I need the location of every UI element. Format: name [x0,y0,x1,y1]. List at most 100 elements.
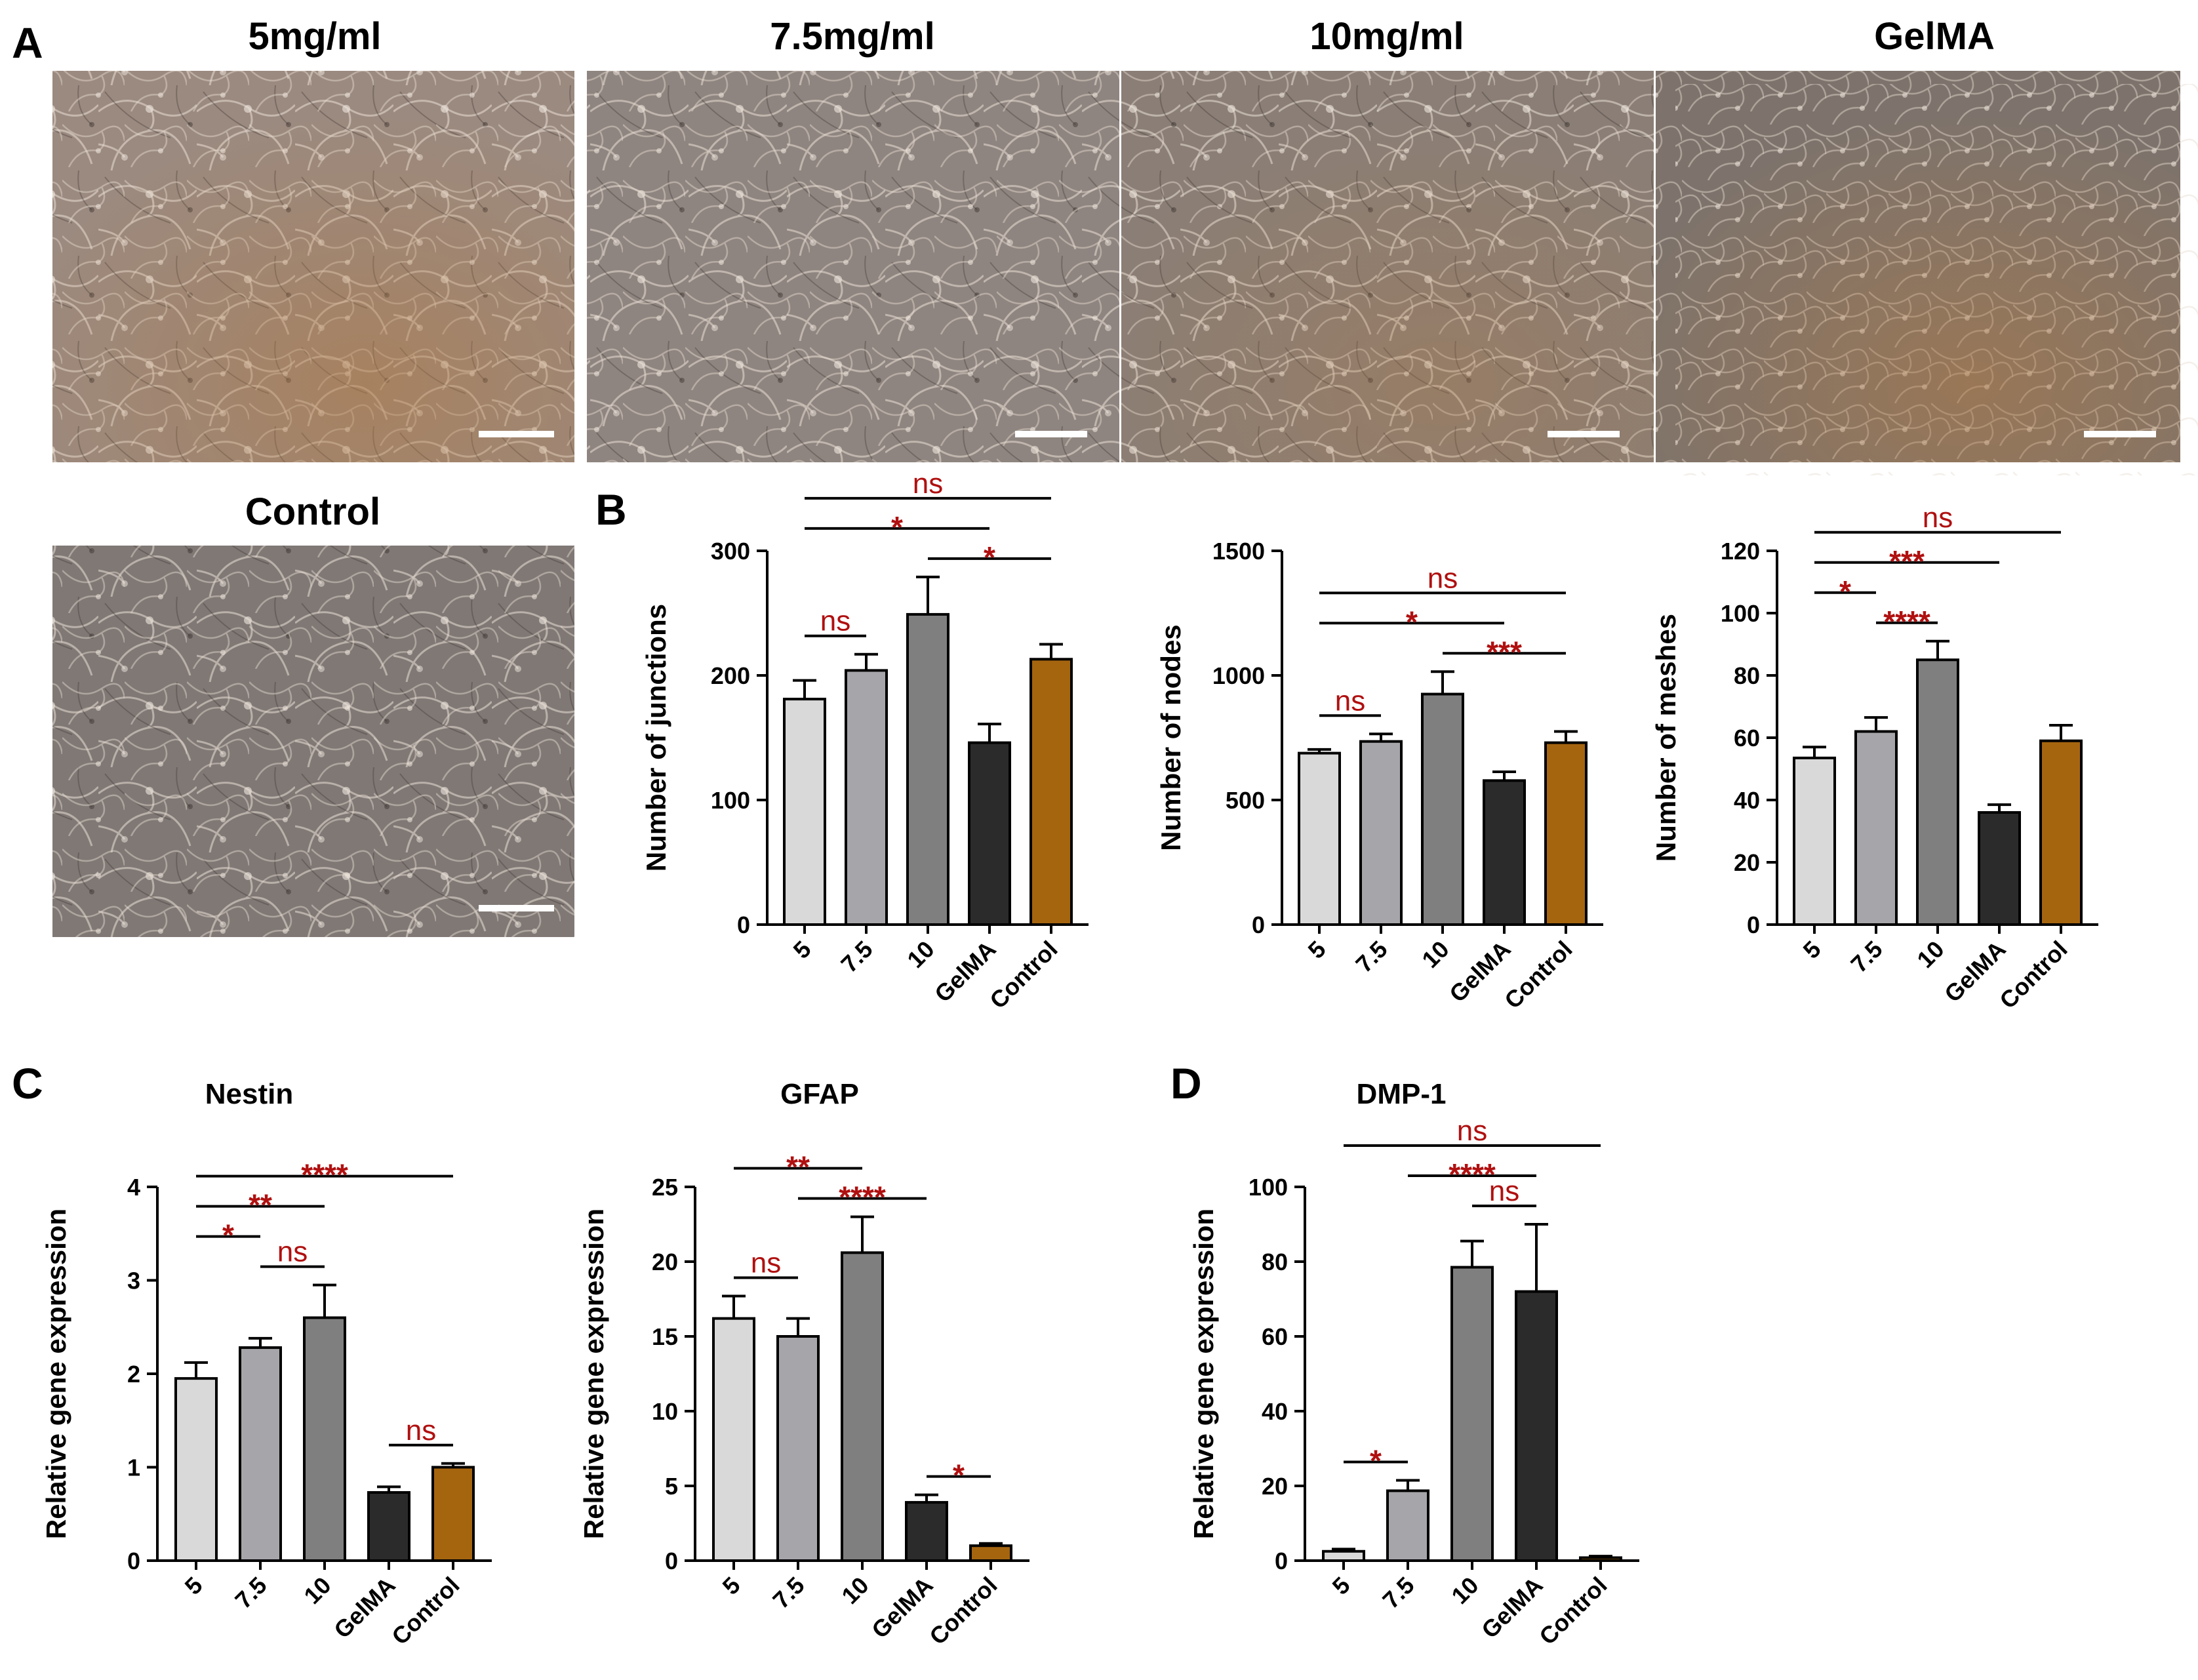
category-label: 10 [1416,936,1454,973]
y-axis-label: Number of nodes [1155,624,1186,850]
panel-label-d: D [1170,1059,1202,1108]
bar-5 [712,1317,755,1562]
bar-control [1579,1556,1622,1562]
category-label: 5 [1303,936,1331,964]
bar-5 [174,1377,218,1562]
bar-10 [1421,692,1464,926]
bar-10 [1450,1266,1494,1563]
significance-label: * [953,1458,965,1492]
category-label: 7.5 [1377,1572,1419,1614]
significance-label: ns [406,1414,436,1447]
chart-dmp1: 0 20 40 60 80 100 Relative gene expression 5 7.5… [1188,1115,1639,1650]
scale-bar [479,905,554,911]
micrograph-title-5mg: 5mg/ml [248,15,381,58]
bar-10 [303,1316,346,1562]
category-label: 7.5 [230,1572,271,1614]
bar-10 [906,612,949,927]
scale-bar [479,431,554,437]
y-tick-label: 5 [665,1473,678,1500]
y-tick-label: 80 [1262,1249,1288,1275]
micrograph-control: Control [52,490,574,937]
significance-label: * [222,1218,234,1252]
scale-bar [2084,431,2156,437]
panel-label-a: A [12,18,43,67]
category-label: Control [386,1572,464,1650]
y-tick-label: 500 [1226,787,1265,814]
micrograph-10mg: 10mg/ml [1121,15,1654,462]
y-tick-label: 60 [1734,725,1760,751]
bar-gelma [905,1501,948,1563]
category-label: 10 [1911,936,1949,973]
y-tick-label: 1000 [1212,662,1265,689]
micrograph-5mg: 5mg/ml [52,15,574,462]
category-label: 10 [902,936,939,973]
significance-label: *** [1889,544,1925,578]
bar-control [1544,741,1588,926]
bar-5 [1298,751,1341,927]
significance-label: **** [839,1180,886,1214]
bar-gelma [968,741,1011,926]
category-label: Control [984,936,1062,1014]
y-axis-label: Relative gene expression [41,1209,71,1539]
y-tick-label: 0 [1252,911,1265,938]
bar-control [431,1466,475,1562]
significance-label: **** [1883,605,1930,639]
y-axis-label: Relative gene expression [578,1209,609,1539]
y-tick-label: 0 [1747,911,1760,938]
significance-label: * [1370,1443,1382,1477]
y-tick-label: 200 [711,662,750,689]
y-tick-label: 40 [1262,1398,1288,1425]
significance-label: * [891,510,903,544]
bar-10 [841,1251,884,1562]
y-tick-label: 1 [127,1454,140,1481]
significance-label: * [1406,605,1418,639]
significance-label: * [984,540,995,574]
y-tick-label: 20 [652,1249,678,1275]
category-label: 5 [1327,1572,1355,1600]
scale-bar [1548,431,1620,437]
bar-5 [1793,756,1836,926]
category-label: 5 [1798,936,1826,964]
bar-7-5 [845,669,888,927]
y-tick-label: 20 [1734,849,1760,876]
bar-gelma [1978,811,2021,926]
bar-10 [1916,658,1959,926]
category-label: Control [1534,1572,1612,1650]
y-tick-label: 15 [652,1323,678,1350]
y-tick-label: 300 [711,538,750,565]
y-tick-label: 0 [127,1548,140,1574]
y-tick-label: 2 [127,1361,140,1388]
micrograph-gelma: GelMA [1656,15,2198,475]
micrograph-title-10mg: 10mg/ml [1309,15,1464,58]
y-tick-label: 40 [1734,787,1760,814]
significance-label: ns [277,1236,308,1268]
category-label: 7.5 [835,936,877,978]
chart-gfap: 0 5 10 15 20 25 Relative gene expression 5 7.5 10… [578,1150,1029,1650]
panel-label-c: C [12,1059,43,1108]
micrograph-title-gelma: GelMA [1874,15,1995,58]
bar-control [969,1544,1012,1562]
bar-gelma [1483,779,1526,926]
significance-label: ** [786,1150,810,1184]
significance-label: ns [1428,562,1458,594]
bar-gelma [1515,1290,1558,1562]
category-label: 5 [180,1572,208,1600]
y-tick-label: 120 [1721,538,1760,565]
significance-label: * [1839,574,1851,609]
y-tick-label: 4 [127,1174,140,1201]
y-tick-label: 100 [711,787,750,814]
significance-label: ns [1335,685,1365,717]
significance-label: ns [751,1247,781,1279]
bar-7-5 [776,1335,820,1562]
bar-gelma [367,1490,410,1563]
category-label: 5 [788,936,816,964]
category-label: 10 [298,1572,336,1609]
micrograph-title-control: Control [245,490,380,533]
chart-title-gfap: GFAP [780,1078,859,1110]
category-label: Control [1499,936,1577,1014]
significance-label: **** [301,1158,348,1192]
